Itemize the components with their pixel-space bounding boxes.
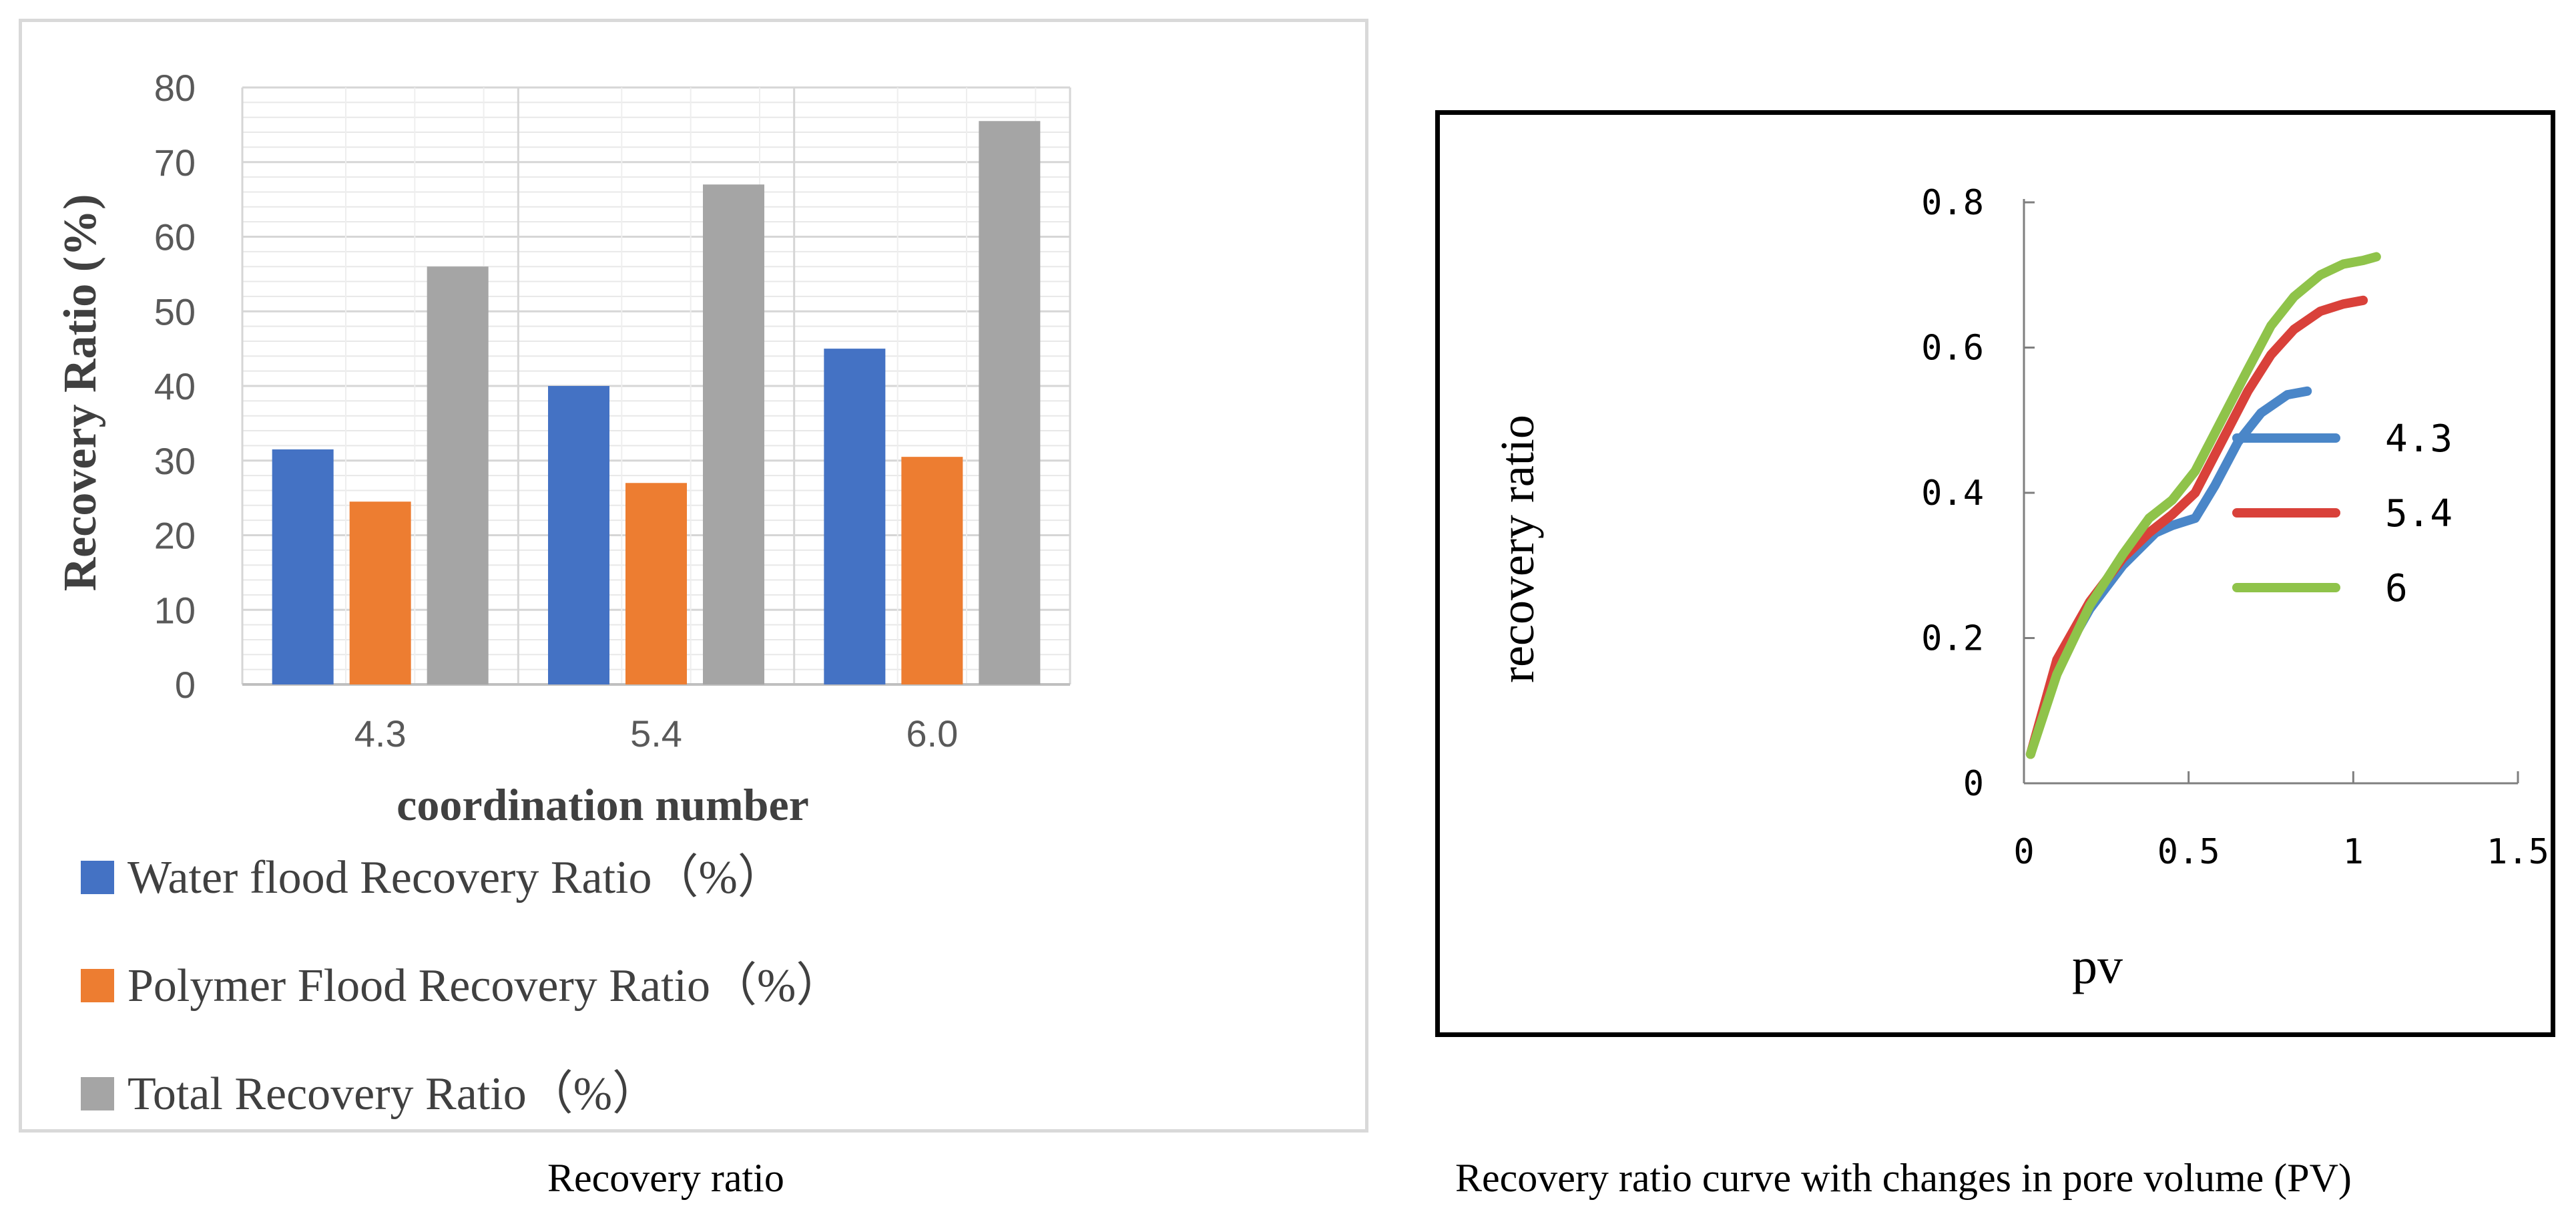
line-chart-legend: 4.3 5.4 6: [2232, 417, 2453, 610]
y-tick-label: 0.2: [1921, 619, 1984, 659]
x-tick-label: 5.4: [630, 712, 682, 755]
y-tick-label: 60: [154, 216, 196, 258]
series-line: [2025, 386, 2312, 759]
y-tick-label: 10: [154, 589, 196, 631]
legend-label: Polymer Flood Recovery Ratio（%）: [127, 960, 842, 1012]
line-chart-x-axis-label: pv: [2072, 938, 2123, 994]
y-tick-label: 50: [154, 290, 196, 333]
bar: [979, 121, 1041, 685]
bar-chart-panel: 0 10 20 30 40 50 60 70 80 4.3 5.4 6.0 Recovery Rat…: [19, 19, 1368, 1133]
bar: [349, 501, 411, 684]
bar-chart-y-axis-label: Recovery Ratio (%): [55, 194, 106, 592]
y-tick-label: 70: [154, 142, 196, 184]
legend-label: 6: [2385, 567, 2408, 610]
legend-swatch: [81, 861, 114, 894]
legend-label: Water flood Recovery Ratio（%）: [127, 852, 784, 903]
legend-label: 4.3: [2385, 417, 2453, 461]
y-tick-label: 0.8: [1921, 183, 1984, 223]
y-tick-label: 0: [175, 664, 196, 706]
line-chart-panel: 0 0.2 0.4 0.6 0.8 0 0.5 1 1.5 recovery ratio pv…: [1435, 110, 2555, 1037]
x-tick-label: 0.5: [2157, 832, 2220, 872]
y-tick-label: 0.4: [1921, 473, 1984, 514]
line-chart-y-axis-label: recovery ratio: [1491, 415, 1544, 683]
bar-chart-x-axis-label: coordination number: [397, 779, 809, 830]
x-tick-label: 6.0: [906, 712, 958, 755]
y-tick-label: 40: [154, 365, 196, 407]
right-figure-caption: Recovery ratio curve with changes in por…: [1455, 1156, 2352, 1200]
bar-chart-bars: [272, 121, 1041, 685]
line-chart-axes: [2023, 199, 2519, 785]
bar: [703, 184, 764, 684]
legend-swatch: [81, 1077, 114, 1110]
y-tick-label: 80: [154, 67, 196, 109]
series-line: [2025, 252, 2381, 759]
bar-chart: 0 10 20 30 40 50 60 70 80 4.3 5.4 6.0 Recovery Rat…: [55, 67, 1071, 1120]
line-chart-y-tick-labels: 0 0.2 0.4 0.6 0.8: [1921, 183, 1984, 804]
bar-chart-x-tick-labels: 4.3 5.4 6.0: [354, 712, 959, 755]
bar: [272, 449, 334, 684]
bar: [427, 266, 489, 684]
x-tick-label: 0: [2013, 832, 2034, 872]
y-tick-label: 0: [1963, 764, 1984, 804]
bar: [901, 457, 963, 684]
legend-label: 5.4: [2385, 492, 2453, 536]
series-line: [2025, 295, 2368, 759]
x-tick-label: 1: [2343, 832, 2364, 872]
legend-swatch: [81, 969, 114, 1002]
legend-label: Total Recovery Ratio（%）: [127, 1068, 659, 1120]
x-tick-label: 4.3: [354, 712, 407, 755]
left-figure-caption: Recovery ratio: [547, 1156, 784, 1200]
line-chart-x-tick-labels: 0 0.5 1 1.5: [2013, 832, 2549, 872]
y-tick-label: 0.6: [1921, 329, 1984, 369]
bar: [625, 483, 687, 684]
y-tick-label: 30: [154, 440, 196, 482]
line-chart: 0 0.2 0.4 0.6 0.8 0 0.5 1 1.5 recovery ratio pv…: [1491, 183, 2549, 994]
bar-chart-y-tick-labels: 0 10 20 30 40 50 60 70 80: [154, 67, 196, 706]
bar: [824, 349, 886, 684]
x-tick-label: 1.5: [2487, 832, 2549, 872]
line-chart-series-lines: [2025, 252, 2381, 759]
y-tick-label: 20: [154, 515, 196, 557]
bar: [548, 386, 609, 684]
bar-chart-legend: Water flood Recovery Ratio（%） Polymer Flo…: [81, 852, 842, 1120]
